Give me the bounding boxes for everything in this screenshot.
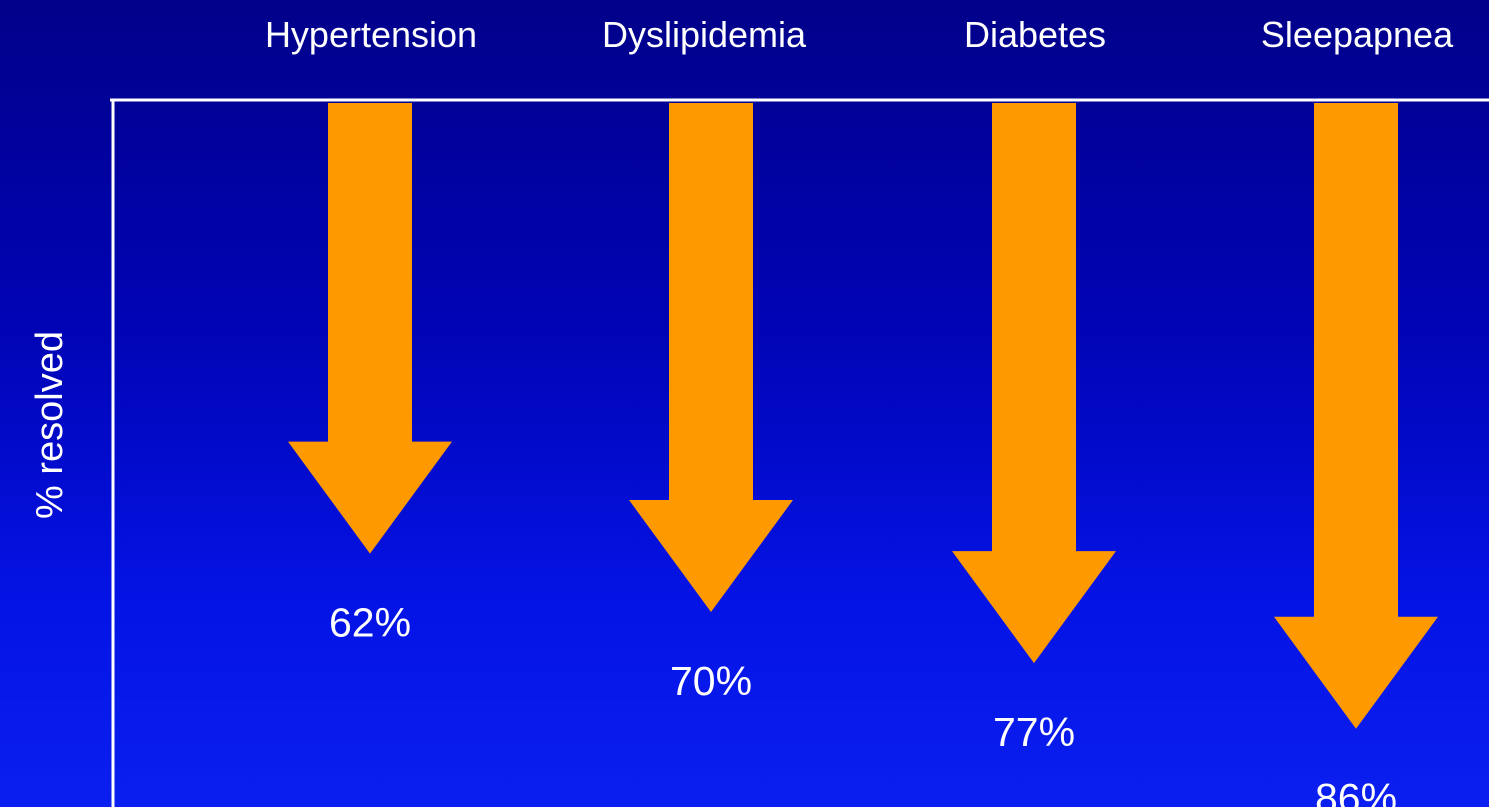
category-label-dyslipidemia: Dyslipidemia <box>602 14 807 55</box>
arrow-dyslipidemia <box>629 103 793 612</box>
y-axis-label: % resolved <box>29 331 71 519</box>
value-label-dyslipidemia: 70% <box>670 658 752 704</box>
value-label-sleepapnea: 86% <box>1315 775 1397 807</box>
arrow-sleepapnea <box>1274 103 1438 729</box>
category-labels: Hypertension Dyslipidemia Diabetes Sleepapn… <box>265 14 1454 55</box>
arrow-marks <box>288 103 1438 729</box>
category-label-hypertension: Hypertension <box>265 14 477 55</box>
category-label-diabetes: Diabetes <box>964 14 1106 55</box>
arrow-diabetes <box>952 103 1116 663</box>
value-label-hypertension: 62% <box>329 600 411 646</box>
value-label-diabetes: 77% <box>993 709 1075 755</box>
category-label-sleepapnea: Sleepapnea <box>1261 14 1454 55</box>
value-labels: 62% 70% 77% 86% <box>329 600 1397 807</box>
arrow-hypertension <box>288 103 452 554</box>
